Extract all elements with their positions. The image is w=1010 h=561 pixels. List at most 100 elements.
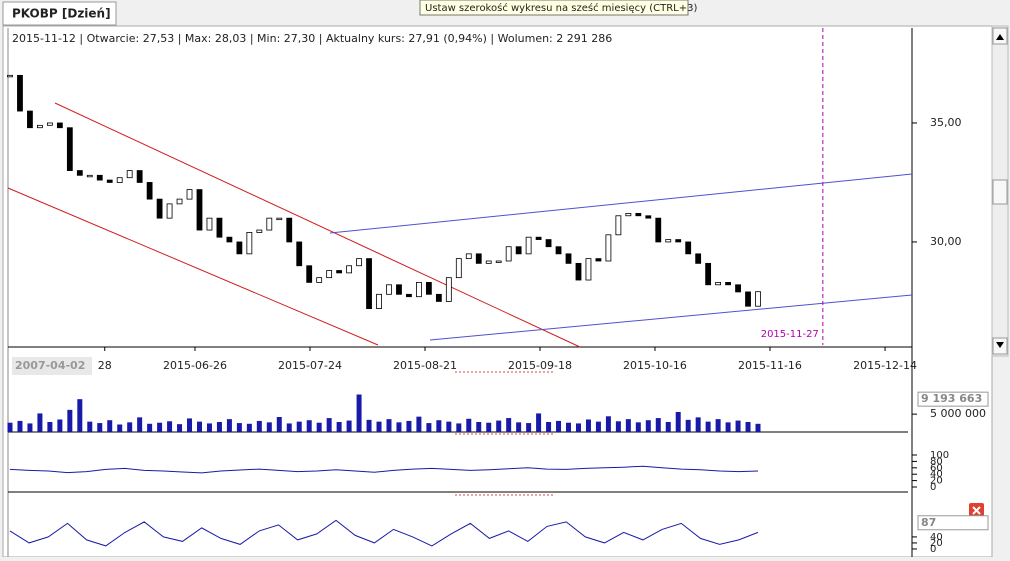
candle [226, 236, 233, 243]
oscillator-line [9, 519, 759, 547]
volume-bar [536, 413, 542, 432]
candle [485, 260, 492, 264]
candle [196, 189, 203, 231]
volume-bar [705, 421, 711, 432]
candle [116, 177, 123, 183]
volume-bar [715, 419, 721, 432]
volume-bar [236, 423, 242, 432]
y-tick-label: 40 [930, 532, 943, 543]
volume-bar [476, 422, 482, 432]
info-item: Min: 27,30 [257, 32, 316, 45]
candle [755, 291, 761, 307]
candle [186, 189, 193, 200]
x-tick-label: 2015-07-24 [278, 359, 342, 372]
volume-bar [37, 413, 43, 432]
x-tick-label: 2015-06-26 [163, 359, 227, 372]
volume-bar [57, 419, 63, 432]
volume-bar [526, 423, 532, 432]
candle [106, 179, 113, 183]
channel-line [329, 173, 913, 234]
volume-bar [326, 418, 332, 432]
candle [555, 246, 562, 255]
candle [166, 203, 173, 219]
volume-bar [316, 422, 322, 432]
info-item: Aktualny kurs: 27,91 (0,94%) [325, 32, 487, 45]
volume-bar [566, 422, 572, 432]
candle [396, 284, 402, 295]
volume-bar [296, 421, 302, 432]
arrow-up [996, 34, 1004, 40]
x-tick-label: 2015-10-16 [623, 359, 687, 372]
candle [96, 174, 103, 181]
volume-bar [376, 421, 382, 432]
candle [465, 253, 472, 260]
volume-bar [356, 394, 362, 432]
vertical-marker-label: 2015-11-27 [761, 329, 819, 340]
candle [435, 293, 442, 302]
info-item: 2015-11-12 [12, 32, 76, 45]
volume-bar [695, 417, 701, 432]
volume-bar [196, 421, 202, 432]
volume-bar [615, 421, 621, 432]
volume-bar [516, 422, 522, 432]
marker-label: 87 [921, 516, 936, 529]
volume-bar [675, 412, 681, 432]
volume-bar [755, 423, 761, 432]
candle [615, 215, 622, 236]
candle [276, 217, 283, 221]
volume-bar [306, 420, 312, 432]
tab[interactable] [2, 1, 117, 26]
candle [735, 284, 741, 293]
volume-bar [7, 422, 13, 432]
volume-bar [426, 423, 432, 432]
info-item: Max: 28,03 [184, 32, 247, 45]
volume-bar [575, 423, 581, 432]
candle [366, 258, 372, 309]
candle [206, 217, 213, 231]
volume-bar [635, 422, 641, 432]
candle [645, 215, 652, 219]
volume-bar [386, 419, 392, 432]
scroll-thumb[interactable] [992, 179, 1008, 205]
candle [725, 282, 731, 286]
volume-bar [446, 421, 452, 432]
volume-bar [276, 417, 282, 432]
volume-bar [466, 418, 472, 432]
volume-bar [346, 420, 352, 432]
volume-bar [266, 422, 272, 432]
candle [425, 282, 432, 295]
volume-bar [366, 419, 372, 432]
volume-bar [77, 399, 83, 432]
oscillator-line [9, 465, 759, 474]
candle [695, 253, 702, 264]
candle [296, 241, 303, 267]
info-item: Otwarcie: 27,53 [86, 32, 175, 45]
candle [655, 217, 662, 243]
candle [605, 234, 612, 262]
y-tick-label: 35,00 [930, 116, 962, 129]
volume-bar [486, 422, 492, 432]
candle [126, 170, 133, 179]
volume-bar [216, 422, 222, 432]
volume-bar [286, 423, 292, 432]
candle [475, 253, 482, 264]
candle [246, 232, 253, 255]
y-tick-label: 5 000 000 [930, 407, 986, 420]
volume-bar [256, 420, 262, 432]
candle [705, 262, 712, 286]
volume-bar [595, 421, 601, 432]
candle [156, 198, 163, 219]
y-tick-label: 40 [930, 469, 943, 480]
candle [316, 277, 323, 283]
volume-bar [655, 418, 661, 432]
close-icon [972, 506, 981, 515]
arrow-down [996, 342, 1004, 348]
range-start: 2007-04-02 [15, 359, 85, 372]
y-tick-label: 60 [930, 463, 943, 474]
volume-bar [27, 423, 33, 432]
separator: | [246, 32, 258, 45]
volume-bar [47, 422, 53, 432]
candle [515, 246, 522, 255]
candle [17, 74, 23, 112]
